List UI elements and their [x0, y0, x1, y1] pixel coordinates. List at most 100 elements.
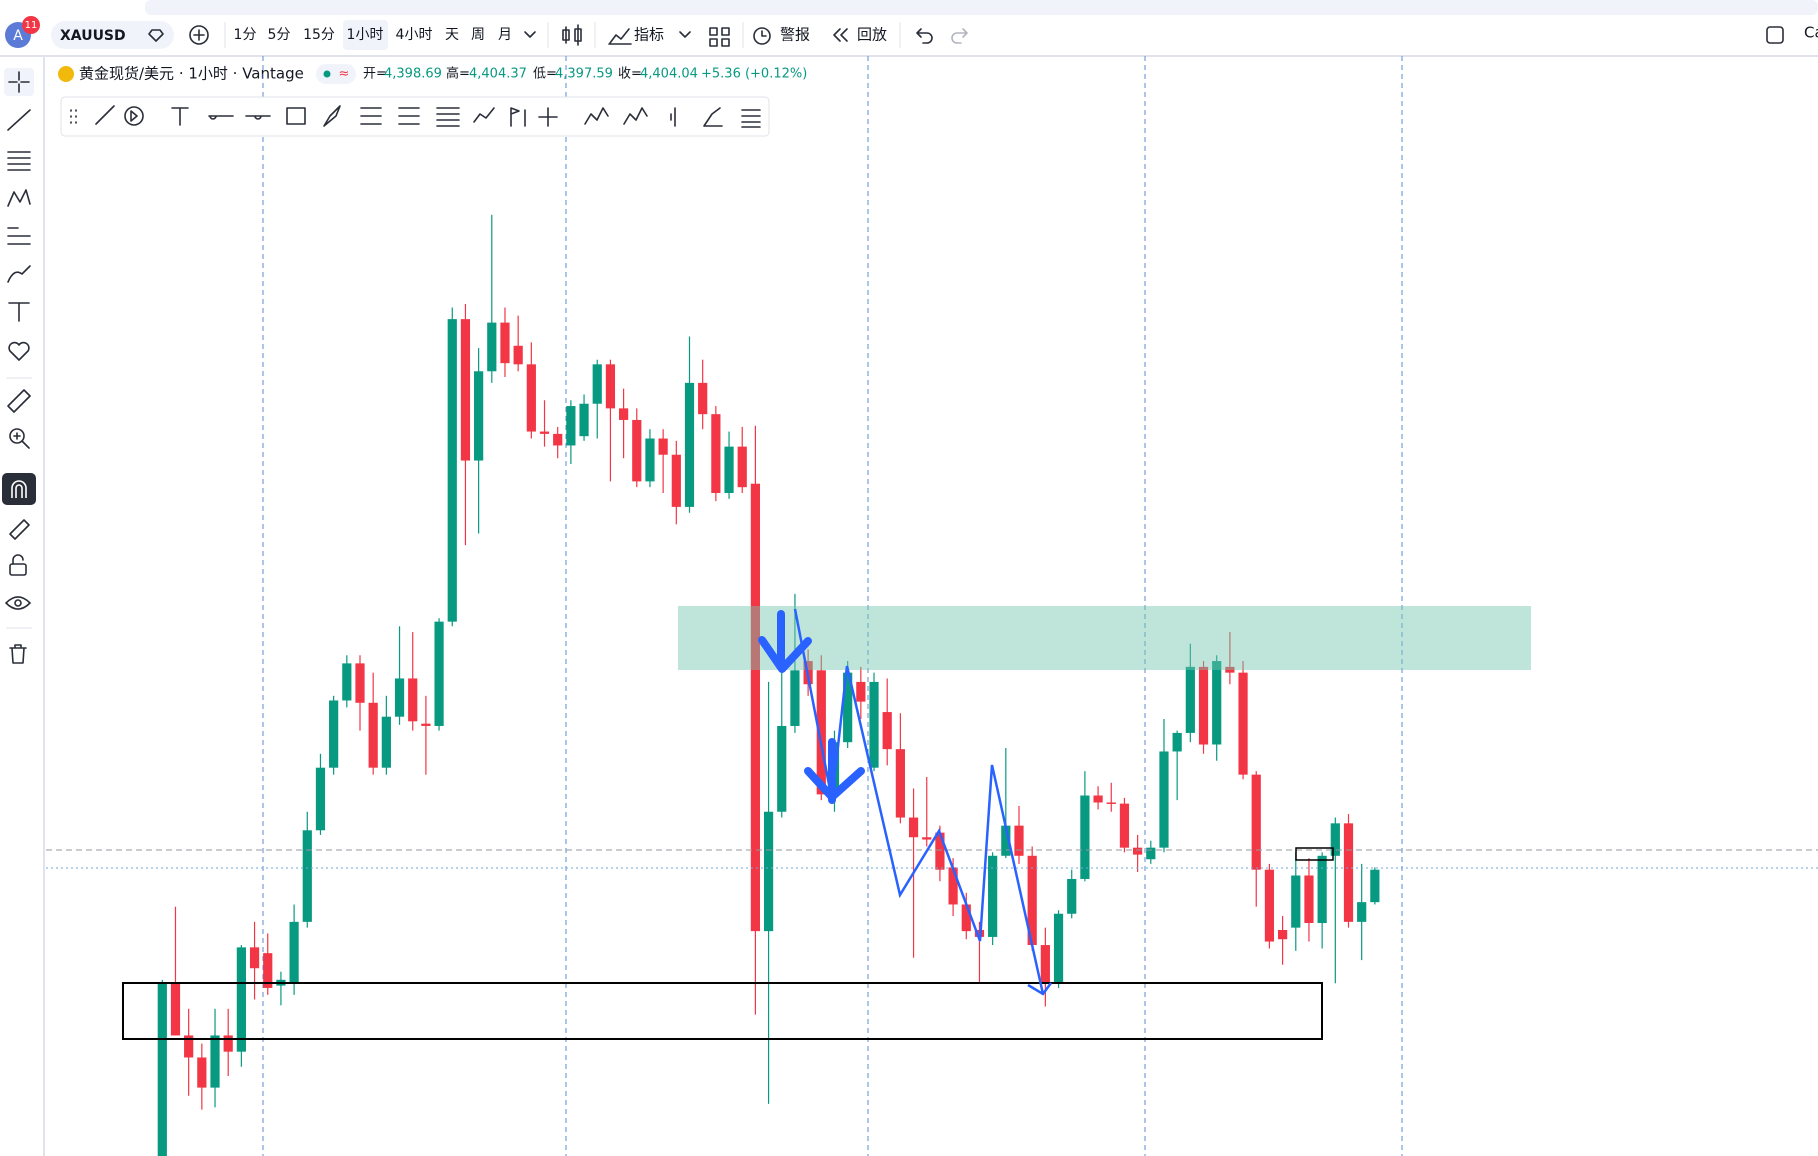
symbol-chip[interactable]: [51, 21, 174, 49]
drawing-tool[interactable]: [623, 107, 648, 125]
candle-body: [750, 483, 760, 932]
ruler[interactable]: [7, 389, 31, 413]
layout-icon[interactable]: [709, 27, 730, 47]
interval[interactable]: 15分: [303, 27, 335, 43]
chart-type-icon[interactable]: [562, 24, 582, 46]
magnet[interactable]: [11, 480, 27, 498]
fullscreen[interactable]: [1766, 26, 1784, 44]
close-label: 收=: [618, 67, 642, 82]
text-tool[interactable]: [8, 302, 30, 322]
candle-body: [394, 678, 405, 717]
candle-body: [1251, 774, 1261, 870]
candle-body: [1225, 666, 1235, 673]
candle-body: [539, 431, 550, 434]
candle-body: [737, 446, 747, 488]
lock[interactable]: [9, 563, 27, 576]
candle-body: [658, 438, 668, 455]
candle-body: [197, 1057, 207, 1088]
undo[interactable]: [916, 28, 933, 44]
candle-body: [157, 983, 167, 1156]
redo[interactable]: [951, 28, 968, 44]
alerts[interactable]: 警报: [780, 26, 810, 44]
candle-body: [1067, 878, 1077, 914]
market-status: [323, 70, 331, 78]
small-box[interactable]: [1295, 847, 1334, 861]
line-tool[interactable]: [7, 109, 31, 131]
candle-body: [1198, 666, 1209, 745]
candle-body: [289, 921, 299, 983]
favorites[interactable]: [8, 341, 30, 361]
drawing-tool[interactable]: [510, 107, 526, 127]
zoom-handle: [13, 432, 30, 449]
status-chip: [316, 64, 356, 84]
symbol: XAUUSD: [60, 28, 126, 44]
candle-body: [249, 947, 260, 969]
alert-hands: [761, 30, 767, 37]
replay-icon[interactable]: [833, 28, 848, 42]
indicators-icon[interactable]: [608, 28, 632, 45]
drawing-tool[interactable]: [670, 107, 676, 127]
candle-body: [1146, 847, 1156, 860]
drawing-tool[interactable]: [703, 107, 723, 127]
drawing-tool[interactable]: [741, 109, 761, 128]
interval[interactable]: 周: [471, 27, 485, 43]
high-value: 4,404.37: [469, 67, 527, 82]
visibility[interactable]: [5, 596, 31, 610]
candle-body: [1317, 855, 1327, 924]
drawing-tool[interactable]: [398, 107, 420, 125]
down-arrow[interactable]: [804, 738, 865, 804]
delete[interactable]: [9, 644, 27, 664]
candle-body: [1185, 666, 1195, 733]
candle-body: [1001, 825, 1011, 856]
drawing-tool[interactable]: [584, 107, 609, 125]
lock-draw[interactable]: [9, 519, 30, 540]
candle-body: [1093, 795, 1103, 803]
candle-body: [869, 681, 879, 768]
brush-tool[interactable]: [7, 265, 31, 283]
add-symbol[interactable]: [189, 25, 209, 45]
drawing-tool[interactable]: [124, 106, 144, 126]
interval[interactable]: 5分: [268, 27, 291, 43]
zoom[interactable]: [9, 428, 25, 444]
indicators[interactable]: 指标: [634, 26, 664, 44]
drawing-tool[interactable]: [95, 105, 115, 125]
interval[interactable]: 1分: [234, 27, 257, 43]
interval[interactable]: 1小时: [347, 27, 384, 43]
replay[interactable]: 回放: [857, 26, 887, 44]
drawing-tool[interactable]: [360, 107, 382, 125]
drawing-tool[interactable]: [473, 107, 495, 123]
supply-zone[interactable]: [678, 606, 1531, 670]
candle-body: [487, 322, 497, 372]
drawing-tool[interactable]: [323, 105, 341, 127]
open-value: 4,398.69: [384, 67, 442, 82]
candle-body: [263, 953, 273, 988]
interval[interactable]: 月: [498, 27, 512, 43]
alert-icon[interactable]: [753, 27, 771, 45]
drawing-tool[interactable]: [286, 107, 306, 125]
candle-body: [1014, 825, 1024, 856]
projection-tool[interactable]: [7, 227, 31, 245]
drawing-tool[interactable]: [538, 107, 558, 127]
drawing-tool[interactable]: [171, 107, 189, 126]
candle-body: [671, 454, 681, 507]
indicators-dropdown[interactable]: [679, 31, 691, 38]
badge-count: 11: [25, 20, 38, 31]
candle-body: [592, 364, 602, 404]
interval-dropdown[interactable]: [524, 31, 536, 38]
interval[interactable]: 天: [445, 27, 459, 43]
candle-body: [315, 767, 326, 831]
symbol-icon[interactable]: [148, 29, 164, 42]
cut-text: Ca: [1804, 24, 1818, 42]
drawing-tool[interactable]: [436, 107, 460, 127]
fib-tool[interactable]: [7, 151, 31, 171]
drawing-tool[interactable]: [245, 115, 271, 120]
candle-body: [843, 672, 853, 743]
crosshair-tool[interactable]: [8, 71, 30, 93]
drawing-tool[interactable]: [208, 115, 234, 120]
interval[interactable]: 4小时: [396, 27, 433, 43]
pattern-tool[interactable]: [7, 189, 31, 207]
candle-body: [895, 749, 905, 818]
interval-active-bg: [343, 20, 388, 50]
down-arrow[interactable]: [758, 610, 812, 673]
demand-box[interactable]: [122, 982, 1323, 1040]
